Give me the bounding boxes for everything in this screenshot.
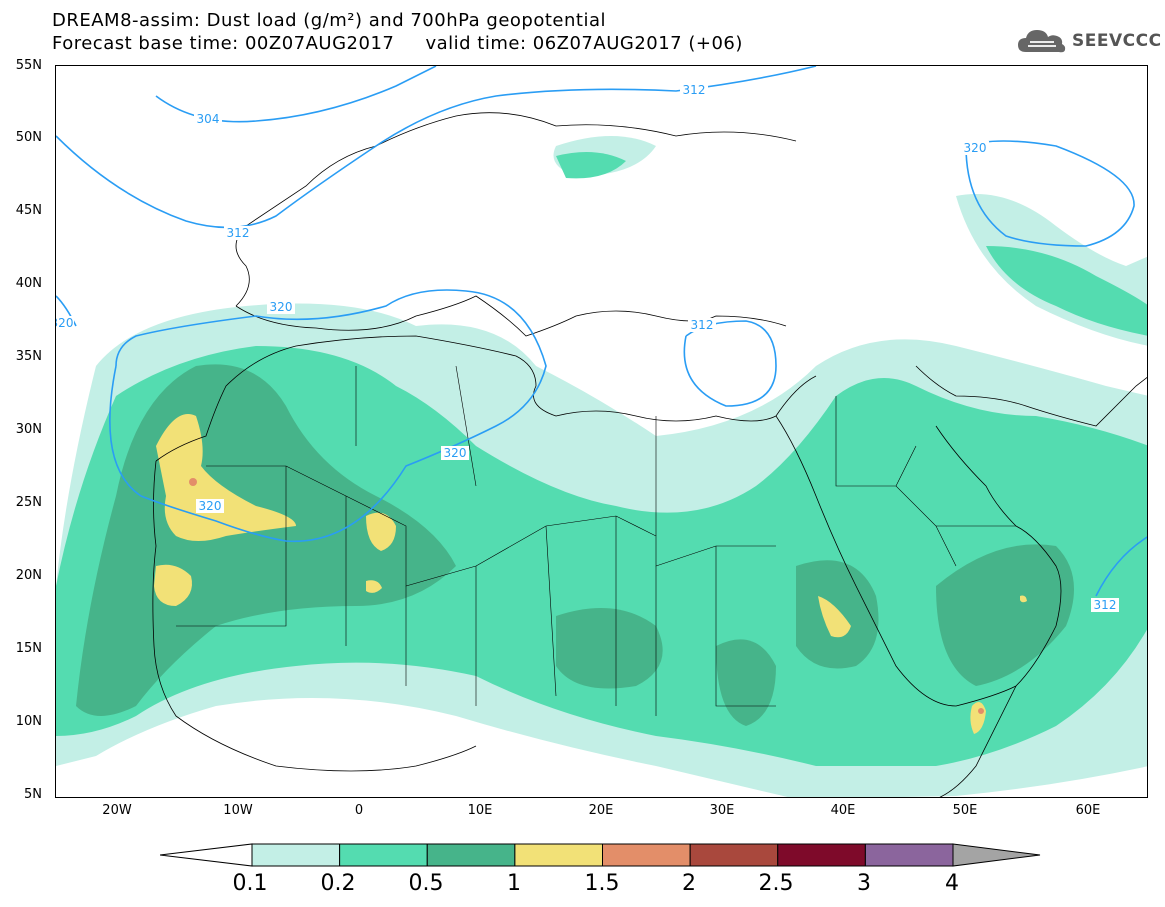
lat-label: 15N <box>15 641 42 656</box>
dust-load-map: 304 312 312 312 312 320 320 320 320 320 <box>55 65 1148 798</box>
seevccc-logo: SEEVCCC <box>1016 26 1162 56</box>
colorbar-label: 3 <box>857 871 871 896</box>
lat-label: 40N <box>15 276 42 291</box>
lon-label: 20W <box>102 803 132 818</box>
lat-label: 45N <box>15 203 42 218</box>
contour-label: 320 <box>199 499 222 513</box>
colorbar <box>160 843 1041 867</box>
contour-label: 312 <box>1094 598 1117 612</box>
contour-labels: 304 312 312 312 312 320 320 320 320 320 <box>56 83 1119 612</box>
forecast-time-subtitle: Forecast base time: 00Z07AUG2017 valid t… <box>52 33 743 54</box>
colorbar-box <box>777 843 866 867</box>
lat-label: 20N <box>15 568 42 583</box>
lon-label: 30E <box>709 803 735 818</box>
colorbar-label: 1.5 <box>584 871 620 896</box>
colorbar-upper-triangle <box>952 843 1041 867</box>
lon-label: 10W <box>223 803 253 818</box>
colorbar-label: 4 <box>945 871 959 896</box>
colorbar-label: 0.2 <box>320 871 356 896</box>
contour-label: 320 <box>444 446 467 460</box>
contour-label: 304 <box>197 112 220 126</box>
colorbar-label: 2 <box>682 871 696 896</box>
lat-label: 35N <box>15 349 42 364</box>
colorbar-boxes <box>251 843 954 867</box>
dust-field-very-high <box>154 414 1027 734</box>
lat-label: 5N <box>24 787 42 802</box>
cloud-icon <box>1018 30 1066 53</box>
lon-label: 40E <box>830 803 856 818</box>
lat-label: 55N <box>15 58 42 73</box>
contour-label: 312 <box>691 318 714 332</box>
colorbar-box <box>514 843 604 867</box>
colorbar-box <box>426 843 516 867</box>
map-title: DREAM8-assim: Dust load (g/m²) and 700hP… <box>52 10 606 31</box>
lat-label: 50N <box>15 130 42 145</box>
dust-field-extreme <box>189 478 984 714</box>
contour-label: 312 <box>683 83 706 97</box>
contour-label: 312 <box>227 226 250 240</box>
lat-label: 25N <box>15 495 42 510</box>
logo-text: SEEVCCC <box>1072 31 1162 51</box>
contour-label: 320 <box>964 141 987 155</box>
colorbar-label: 2.5 <box>758 871 794 896</box>
colorbar-box <box>251 843 341 867</box>
dust-field-medium <box>56 152 1147 766</box>
lon-label: 10E <box>467 803 493 818</box>
lat-label: 10N <box>15 714 42 729</box>
lon-label: 20E <box>588 803 614 818</box>
colorbar-box <box>602 843 691 867</box>
contour-label: 320 <box>56 316 73 330</box>
lon-label: 50E <box>952 803 978 818</box>
lon-label: 0 <box>354 803 364 818</box>
colorbar-label: 0.5 <box>408 871 444 896</box>
colorbar-box <box>864 843 954 867</box>
colorbar-box <box>339 843 428 867</box>
lon-label: 60E <box>1075 803 1101 818</box>
colorbar-label: 1 <box>507 871 521 896</box>
contour-label: 320 <box>270 300 293 314</box>
colorbar-lower-triangle <box>160 843 253 867</box>
coastlines <box>152 112 1147 797</box>
country-borders <box>176 365 1016 716</box>
map-canvas: 304 312 312 312 312 320 320 320 320 320 <box>56 66 1147 797</box>
lat-label: 30N <box>15 422 42 437</box>
colorbar-label: 0.1 <box>232 871 268 896</box>
colorbar-box <box>689 843 779 867</box>
